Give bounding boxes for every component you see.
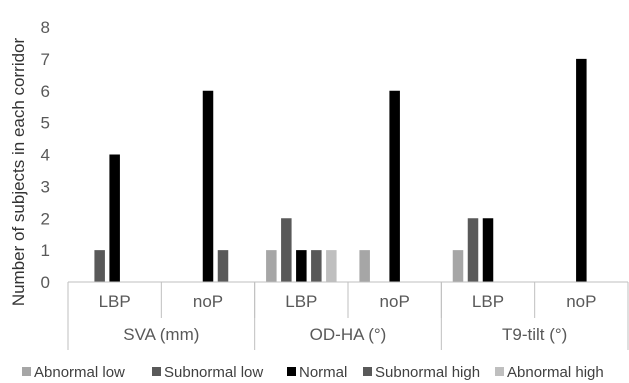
bar-0-1 (94, 250, 105, 282)
y-tick-label-1: 1 (41, 241, 50, 260)
bar-4-2 (482, 218, 494, 282)
category-label-1-1: noP (380, 292, 410, 311)
legend-swatch-2 (287, 367, 296, 376)
bar-3-2 (389, 90, 400, 282)
group-label-2: T9-tilt (°) (502, 325, 567, 344)
bar-4-0 (452, 250, 464, 282)
legend: Abnormal low Subnormal low Normal Subnormal… (22, 364, 604, 381)
y-tick-label-3: 3 (41, 177, 50, 196)
category-label-0-1: noP (193, 292, 223, 311)
bar-3-0 (359, 250, 370, 282)
y-axis-ticks: 0 1 2 3 4 5 6 7 8 (41, 18, 50, 292)
legend-swatch-1 (152, 367, 161, 376)
y-tick-label-4: 4 (41, 146, 50, 165)
legend-label-4: Abnormal high (507, 364, 604, 381)
group-label-1: OD-HA (°) (310, 325, 387, 344)
group-label-0: SVA (mm) (123, 325, 199, 344)
legend-label-0: Abnormal low (34, 364, 125, 381)
y-tick-label-6: 6 (41, 82, 50, 101)
bar-2-3 (311, 250, 322, 282)
category-label-2-1: noP (566, 292, 596, 311)
y-axis-label: Number of subjects in each corridor (9, 37, 28, 306)
bar-5-2 (576, 58, 587, 282)
category-label-0-0: LBP (99, 292, 131, 311)
legend-label-3: Subnormal high (375, 364, 480, 381)
bar-2-2 (296, 250, 307, 282)
y-tick-label-7: 7 (41, 50, 50, 69)
legend-swatch-3 (363, 367, 372, 376)
y-tick-label-8: 8 (41, 18, 50, 37)
bar-1-3 (217, 250, 229, 282)
bar-2-4 (326, 250, 337, 282)
bar-2-1 (281, 218, 292, 282)
legend-label-1: Subnormal low (164, 364, 263, 381)
category-label-1-0: LBP (285, 292, 317, 311)
y-tick-label-2: 2 (41, 209, 50, 228)
bar-1-2 (202, 90, 214, 282)
category-label-2-0: LBP (472, 292, 504, 311)
bars (94, 58, 587, 282)
y-tick-label-0: 0 (41, 273, 50, 292)
x-axis-labels: LBP noP SVA (mm) LBP noP OD-HA (°) LBP noP T9-ti… (99, 292, 597, 344)
legend-swatch-0 (22, 367, 31, 376)
y-tick-label-5: 5 (41, 114, 50, 133)
legend-label-2: Normal (299, 364, 347, 381)
axes (67, 281, 629, 350)
bar-4-1 (467, 218, 479, 282)
bar-0-2 (109, 154, 120, 282)
legend-swatch-4 (495, 367, 504, 376)
bar-2-0 (266, 250, 277, 282)
